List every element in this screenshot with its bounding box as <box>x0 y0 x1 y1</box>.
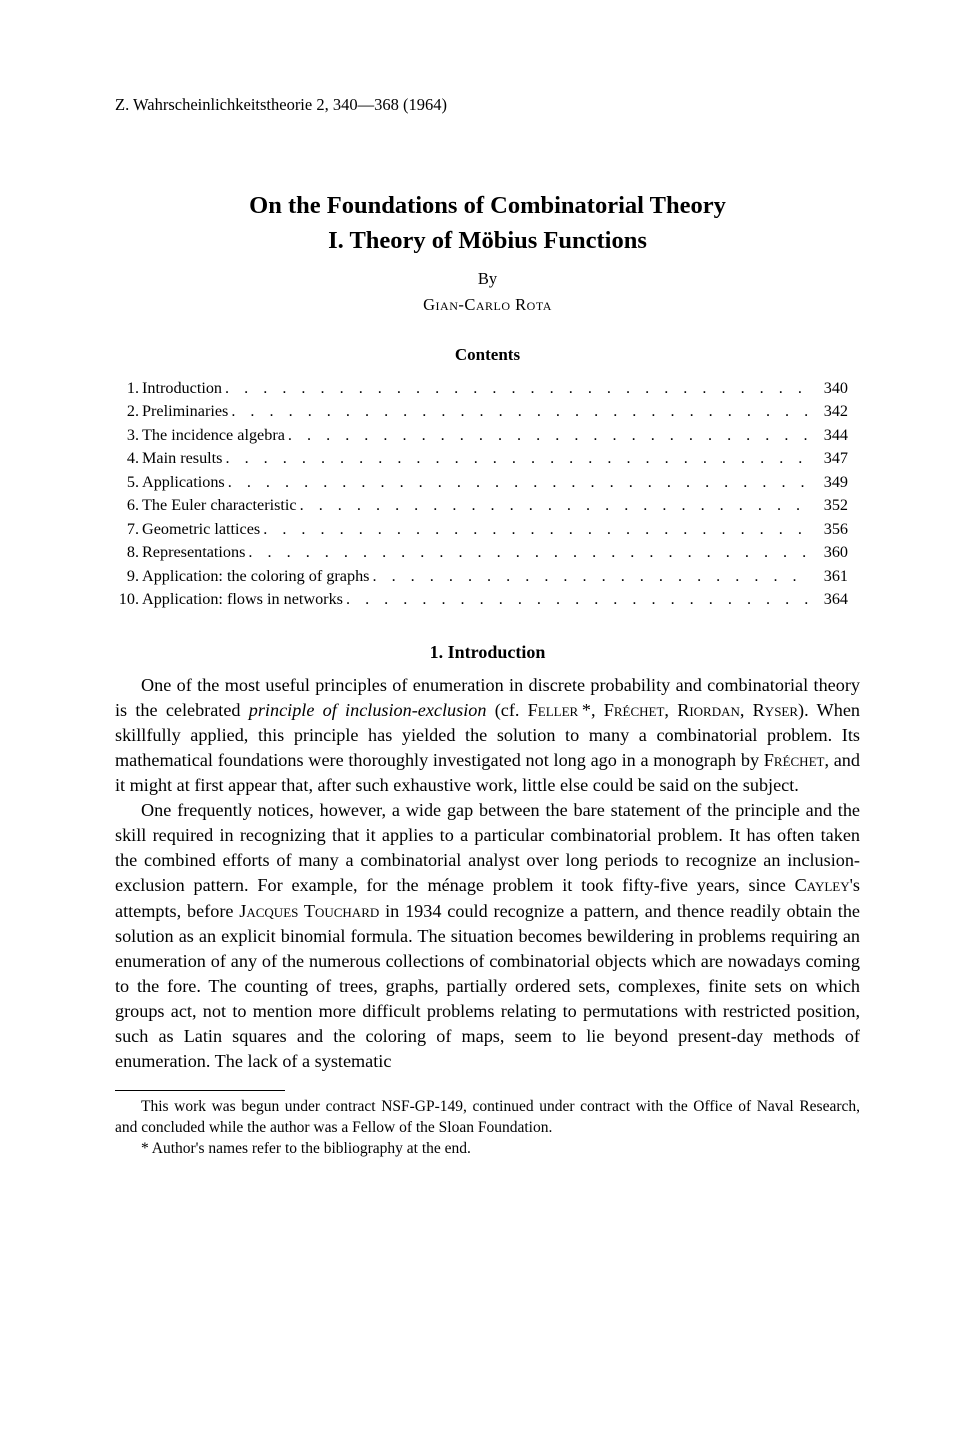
toc-leader-dots: . . . . . . . . . . . . . . . . . . . . … <box>263 518 809 541</box>
toc-label: The Euler characteristic <box>142 494 297 517</box>
toc-page: 352 <box>812 494 848 517</box>
toc-label: Main results <box>142 447 222 470</box>
toc-num: 4. <box>115 447 139 470</box>
toc-label: Application: flows in networks <box>142 588 343 611</box>
toc-leader-dots: . . . . . . . . . . . . . . . . . . . . … <box>346 588 809 611</box>
section-1-heading: 1. Introduction <box>115 642 860 663</box>
toc-row: 1. Introduction . . . . . . . . . . . . … <box>115 377 848 400</box>
toc-label: Geometric lattices <box>142 518 260 541</box>
toc-page: 361 <box>812 565 848 588</box>
toc-page: 364 <box>812 588 848 611</box>
toc-num: 5. <box>115 471 139 494</box>
toc-num: 6. <box>115 494 139 517</box>
table-of-contents: 1. Introduction . . . . . . . . . . . . … <box>115 377 848 612</box>
footnotes: This work was begun under contract NSF-G… <box>115 1097 860 1160</box>
toc-num: 2. <box>115 400 139 423</box>
toc-leader-dots: . . . . . . . . . . . . . . . . . . . . … <box>225 447 809 470</box>
toc-row: 4. Main results . . . . . . . . . . . . … <box>115 447 848 470</box>
paper-title-line-2: I. Theory of Möbius Functions <box>115 225 860 257</box>
text-run: *, <box>578 700 604 720</box>
toc-num: 10. <box>115 588 139 611</box>
toc-leader-dots: . . . . . . . . . . . . . . . . . . . . … <box>228 471 809 494</box>
toc-row: 8. Representations . . . . . . . . . . .… <box>115 541 848 564</box>
text-run: , <box>740 700 753 720</box>
toc-label: Preliminaries <box>142 400 228 423</box>
smallcaps-name: Cayley <box>795 875 850 895</box>
paragraph-2: One frequently notices, however, a wide … <box>115 798 860 1074</box>
text-run: (cf. <box>486 700 527 720</box>
toc-label: The incidence algebra <box>142 424 285 447</box>
toc-num: 8. <box>115 541 139 564</box>
footnote-rule <box>115 1090 285 1091</box>
by-label: By <box>115 269 860 289</box>
toc-num: 3. <box>115 424 139 447</box>
smallcaps-name: Fréchet <box>764 750 825 770</box>
body-text: One of the most useful principles of enu… <box>115 673 860 1075</box>
paper-title-line-1: On the Foundations of Combinatorial Theo… <box>115 190 860 222</box>
smallcaps-name: Feller <box>528 700 579 720</box>
toc-leader-dots: . . . . . . . . . . . . . . . . . . . . … <box>288 424 809 447</box>
toc-row: 2. Preliminaries . . . . . . . . . . . .… <box>115 400 848 423</box>
toc-page: 349 <box>812 471 848 494</box>
text-run: in 1934 could recognize a pattern, and t… <box>115 901 860 1072</box>
toc-label: Applications <box>142 471 225 494</box>
toc-row: 3. The incidence algebra . . . . . . . .… <box>115 424 848 447</box>
toc-leader-dots: . . . . . . . . . . . . . . . . . . . . … <box>248 541 809 564</box>
toc-row: 6. The Euler characteristic . . . . . . … <box>115 494 848 517</box>
page: Z. Wahrscheinlichkeitstheorie 2, 340—368… <box>0 0 975 1220</box>
footnote-1: This work was begun under contract NSF-G… <box>115 1097 860 1139</box>
italic-term: principle of inclusion-exclusion <box>249 700 487 720</box>
toc-leader-dots: . . . . . . . . . . . . . . . . . . . . … <box>231 400 809 423</box>
author-name: Gian-Carlo Rota <box>115 295 860 315</box>
paragraph-1: One of the most useful principles of enu… <box>115 673 860 799</box>
contents-heading: Contents <box>115 345 860 365</box>
toc-page: 360 <box>812 541 848 564</box>
toc-row: 10. Application: flows in networks . . .… <box>115 588 848 611</box>
journal-reference: Z. Wahrscheinlichkeitstheorie 2, 340—368… <box>115 95 860 115</box>
toc-page: 347 <box>812 447 848 470</box>
toc-label: Application: the coloring of graphs <box>142 565 369 588</box>
toc-leader-dots: . . . . . . . . . . . . . . . . . . . . … <box>372 565 809 588</box>
text-run: , <box>664 700 677 720</box>
toc-page: 356 <box>812 518 848 541</box>
smallcaps-name: Ryser <box>753 700 798 720</box>
smallcaps-name: Fréchet <box>604 700 665 720</box>
smallcaps-name: Jacques Touchard <box>239 901 379 921</box>
toc-row: 7. Geometric lattices . . . . . . . . . … <box>115 518 848 541</box>
smallcaps-name: Riordan <box>677 700 740 720</box>
toc-leader-dots: . . . . . . . . . . . . . . . . . . . . … <box>300 494 809 517</box>
toc-num: 7. <box>115 518 139 541</box>
toc-num: 9. <box>115 565 139 588</box>
text-run: One frequently notices, however, a wide … <box>115 800 860 895</box>
footnote-2: * Author's names refer to the bibliograp… <box>115 1139 860 1160</box>
toc-label: Representations <box>142 541 245 564</box>
toc-page: 344 <box>812 424 848 447</box>
toc-label: Introduction <box>142 377 222 400</box>
toc-leader-dots: . . . . . . . . . . . . . . . . . . . . … <box>225 377 809 400</box>
toc-row: 5. Applications . . . . . . . . . . . . … <box>115 471 848 494</box>
toc-page: 342 <box>812 400 848 423</box>
toc-row: 9. Application: the coloring of graphs .… <box>115 565 848 588</box>
toc-page: 340 <box>812 377 848 400</box>
toc-num: 1. <box>115 377 139 400</box>
